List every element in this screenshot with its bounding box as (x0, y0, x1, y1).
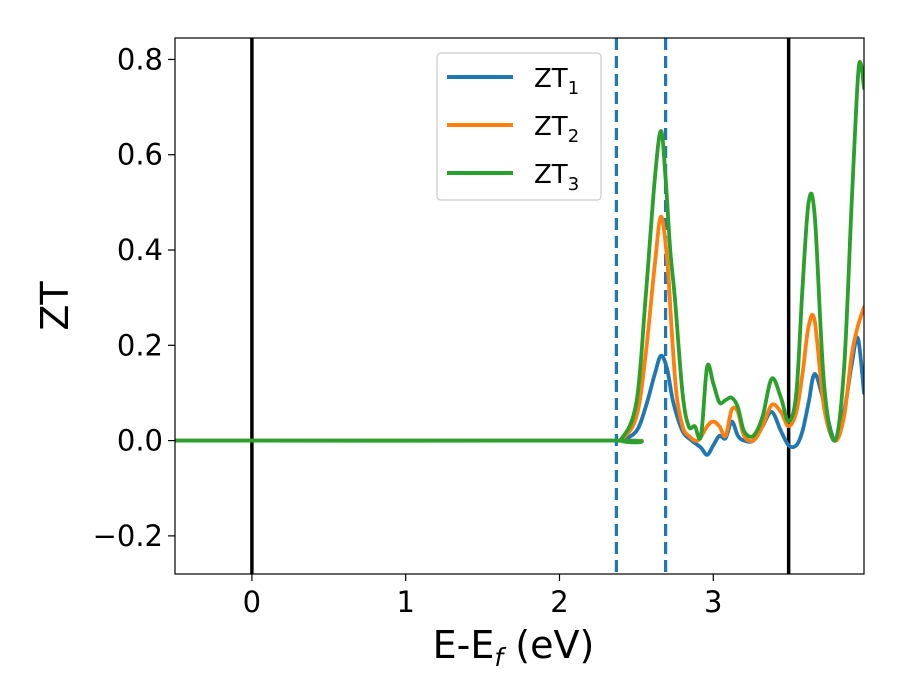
legend-entry-subscript: 2 (568, 126, 579, 147)
series-lines (175, 60, 864, 457)
x-axis-label: E-Ef (eV) (433, 623, 595, 672)
legend-entry-3: ZT3 (534, 160, 579, 195)
legend-entry-name: ZT (534, 64, 568, 94)
series-line-1 (175, 335, 864, 457)
y-axis-label: ZT (33, 281, 77, 331)
legend-box (436, 52, 602, 201)
y-tick-label: 0.4 (117, 233, 163, 267)
legend-entry-subscript: 1 (568, 78, 579, 99)
legend-entry-name: ZT (534, 160, 568, 190)
series-line-3 (175, 60, 864, 445)
x-tick-label: 1 (396, 585, 414, 619)
x-tick-label: 0 (243, 585, 261, 619)
legend-entry-1: ZT1 (534, 64, 579, 99)
reference-lines (250, 38, 791, 574)
x-axis-ticks: 0 1 2 3 (243, 574, 723, 619)
y-tick-label: 0.2 (117, 328, 163, 362)
series-line-2 (175, 214, 864, 444)
y-tick-label: 0.6 (117, 138, 163, 172)
y-axis-ticks: −0.2 0.0 0.2 0.4 0.6 0.8 (93, 42, 175, 553)
x-axis-label-unit: (eV) (503, 623, 594, 667)
legend-entry-subscript: 3 (568, 174, 579, 195)
x-axis-label-main: E-E (433, 623, 495, 667)
y-tick-label: 0.0 (117, 424, 163, 458)
y-tick-label: 0.8 (117, 42, 163, 76)
x-tick-label: 2 (550, 585, 568, 619)
y-tick-label: −0.2 (93, 519, 163, 553)
x-tick-label: 3 (704, 585, 722, 619)
plot-frame (174, 37, 865, 575)
legend-entry-name: ZT (534, 112, 568, 142)
legend-entry-2: ZT2 (534, 112, 579, 147)
